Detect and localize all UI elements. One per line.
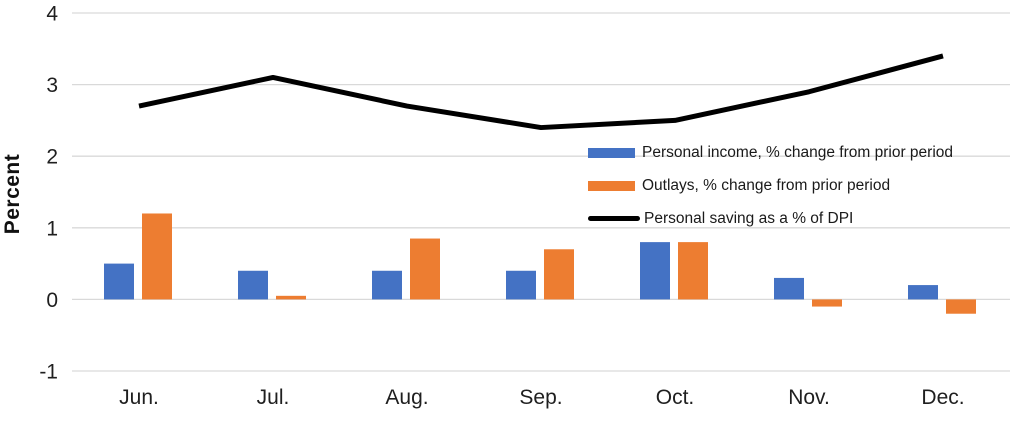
y-tick-label: 1: [46, 217, 58, 240]
legend-item-personal-saving: Personal saving as a % of DPI: [588, 202, 953, 235]
legend-swatch-outlays-bar: [588, 180, 635, 191]
y-tick-label: 0: [46, 289, 58, 312]
bar-personal-income: [104, 263, 134, 300]
bar-outlays: [812, 299, 842, 307]
legend-item-personal-income: Personal income, % change from prior per…: [588, 136, 953, 169]
x-category-label: Nov.: [788, 386, 830, 409]
y-tick-label: -1: [39, 361, 58, 384]
bar-personal-income: [506, 270, 536, 300]
bar-outlays: [410, 238, 440, 300]
bar-personal-income: [238, 270, 268, 300]
y-tick-label: 3: [46, 74, 58, 97]
bar-outlays: [142, 213, 172, 300]
y-tick-label: 2: [46, 146, 58, 169]
legend-label-outlays: Outlays, % change from prior period: [642, 176, 891, 194]
x-category-label: Jul.: [257, 386, 290, 409]
legend-label-personal-saving: Personal saving as a % of DPI: [644, 209, 854, 227]
x-category-label: Dec.: [921, 386, 964, 409]
legend: Personal income, % change from prior per…: [588, 136, 953, 235]
x-category-label: Oct.: [656, 386, 695, 409]
bar-personal-income: [774, 277, 804, 300]
legend-label-personal-income: Personal income, % change from prior per…: [642, 143, 954, 161]
bar-outlays: [276, 295, 306, 300]
bar-personal-income: [908, 285, 938, 300]
bar-personal-income: [640, 242, 670, 300]
bar-outlays: [946, 299, 976, 314]
legend-item-outlays: Outlays, % change from prior period: [588, 169, 953, 202]
bar-personal-income: [372, 270, 402, 300]
legend-swatch-income-bar: [588, 147, 635, 158]
bar-outlays: [544, 249, 574, 300]
x-category-label: Aug.: [385, 386, 428, 409]
personal-saving-line: [138, 53, 944, 131]
legend-swatch-saving-line: [588, 216, 640, 221]
x-category-label: Sep.: [519, 386, 562, 409]
x-category-label: Jun.: [119, 386, 159, 409]
bar-outlays: [678, 242, 708, 300]
y-tick-label: 4: [46, 3, 58, 26]
y-axis-title: Percent: [1, 153, 24, 235]
